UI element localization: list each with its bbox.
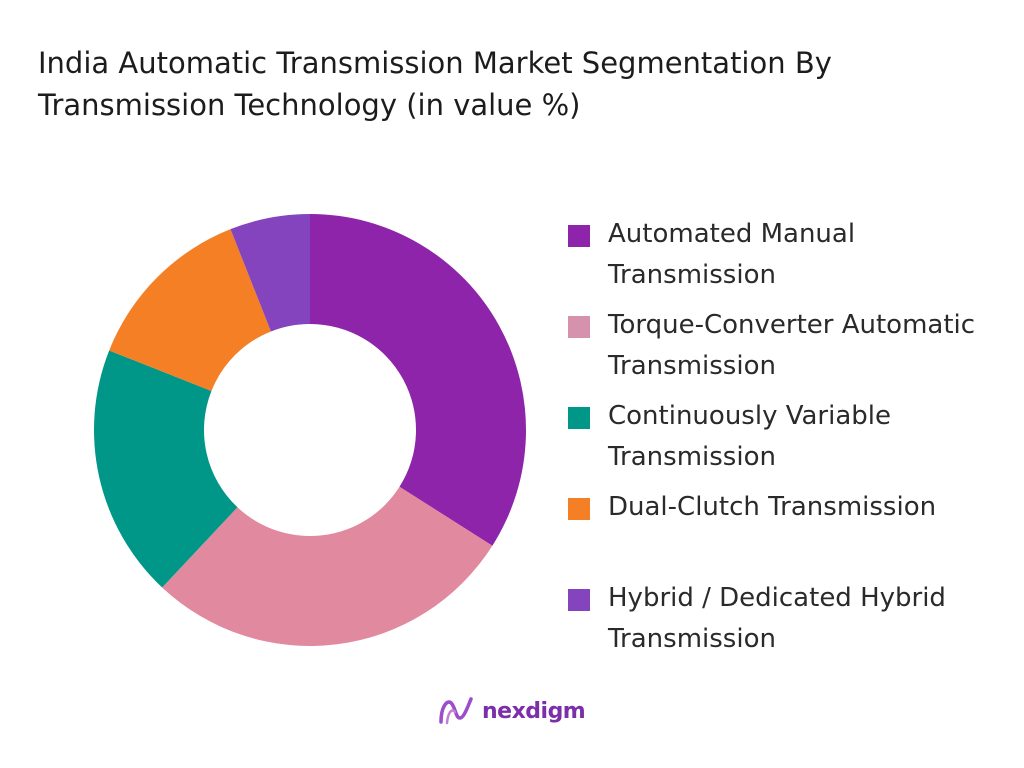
chart-legend: Automated Manual Transmission Torque-Con… [568,214,1018,669]
legend-swatch [568,498,590,520]
donut-slice-hybrid-dedicated-hybrid-transmission [230,214,310,332]
donut-slice-continuously-variable-transmission [94,350,238,588]
legend-label: Torque-Converter Automatic Transmission [608,310,976,381]
legend-item: Hybrid / Dedicated Hybrid Transmission [568,578,1018,669]
legend-label: Continuously Variable Transmission [608,401,891,472]
legend-swatch [568,407,590,429]
legend-label: Dual-Clutch Transmission [608,492,937,522]
legend-item: Continuously Variable Transmission [568,396,1018,487]
donut-slice-dual-clutch-transmission [109,229,271,391]
nexdigm-logo: nexdigm [438,696,586,726]
legend-item: Automated Manual Transmission [568,214,1018,305]
legend-item: Torque-Converter Automatic Transmission [568,305,1018,396]
legend-label: Automated Manual Transmission [608,219,856,290]
chart-title: India Automatic Transmission Market Segm… [38,46,832,122]
legend-item: Dual-Clutch Transmission [568,487,1018,578]
donut-slice-automated-manual-transmission [310,214,526,546]
legend-swatch [568,589,590,611]
donut-slices [94,214,526,646]
donut-chart [94,214,526,646]
donut-slice-torque-converter-automatic-transmission [162,486,493,646]
legend-swatch [568,225,590,247]
legend-label: Hybrid / Dedicated Hybrid Transmission [608,583,946,654]
nexdigm-logo-mark [439,697,473,725]
legend-swatch [568,316,590,338]
brand-name: nexdigm [482,698,586,724]
